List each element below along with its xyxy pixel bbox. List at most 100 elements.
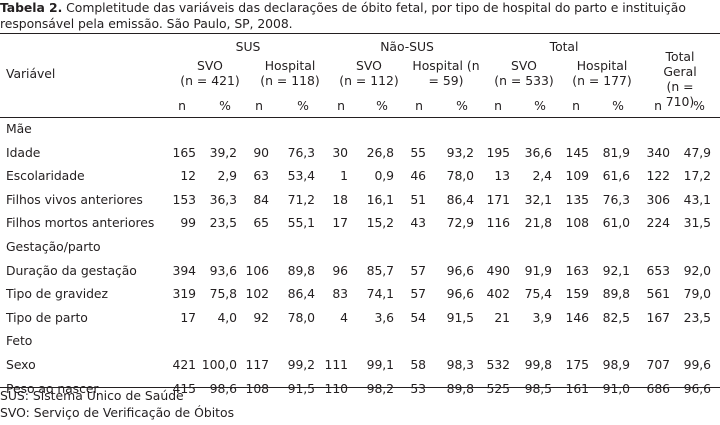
header-sub-total-hospital: Hospital (n = 177) (572, 58, 632, 88)
table-cell-n: 415 (172, 381, 197, 396)
table-caption-text: Completitude das variáveis das declaraçõ… (0, 0, 686, 31)
row-label: Tipo de parto (6, 310, 88, 325)
table-cell-pct: 79,0 (683, 286, 711, 301)
table-cell-n: 30 (332, 145, 348, 160)
header-n: n (178, 98, 186, 113)
table-cell-n: 65 (253, 215, 269, 230)
table-cell-n: 13 (494, 168, 510, 183)
header-sub-sus-svo: SVO (n = 421) (180, 58, 240, 88)
table-cell-pct: 3,6 (374, 310, 394, 325)
table-cell-pct: 92,1 (602, 263, 630, 278)
table-cell-n: 106 (245, 263, 270, 278)
header-pct: % (534, 98, 546, 113)
table-cell-n: 108 (565, 215, 590, 230)
table-cell-n: 153 (172, 192, 197, 207)
table-cell-pct: 53,4 (287, 168, 315, 183)
table-cell-pct: 16,1 (366, 192, 394, 207)
row-label: Filhos vivos anteriores (6, 192, 143, 207)
table-cell-pct: 21,8 (524, 215, 552, 230)
table-cell-n: 159 (565, 286, 590, 301)
table-cell-pct: 86,4 (287, 286, 315, 301)
table-cell-pct: 61,6 (602, 168, 630, 183)
table-cell-n: 102 (245, 286, 270, 301)
table-cell-n: 1 (340, 168, 348, 183)
table-cell-n: 12 (180, 168, 196, 183)
table-cell-pct: 92,0 (683, 263, 711, 278)
table-cell-pct: 75,4 (524, 286, 552, 301)
table-cell-n: 92 (253, 310, 269, 325)
table-cell-pct: 82,5 (602, 310, 630, 325)
table-cell-pct: 3,9 (532, 310, 552, 325)
table-cell-n: 58 (410, 357, 426, 372)
header-sub-naosus-svo: SVO (n = 112) (339, 58, 399, 88)
table-cell-pct: 23,5 (683, 310, 711, 325)
table-cell-pct: 23,5 (209, 215, 237, 230)
table-cell-pct: 91,0 (602, 381, 630, 396)
table-cell-n: 525 (486, 381, 511, 396)
table-cell-pct: 99,8 (524, 357, 552, 372)
header-rule (0, 117, 720, 118)
table-cell-n: 90 (253, 145, 269, 160)
table-cell-pct: 78,0 (287, 310, 315, 325)
table-cell-n: 57 (410, 286, 426, 301)
table-cell-pct: 99,2 (287, 357, 315, 372)
table-cell-pct: 85,7 (366, 263, 394, 278)
table-cell-n: 394 (172, 263, 197, 278)
table-cell-pct: 98,2 (366, 381, 394, 396)
table-cell-n: 46 (410, 168, 426, 183)
header-pct: % (612, 98, 624, 113)
table-cell-pct: 55,1 (287, 215, 315, 230)
table-cell-pct: 93,2 (446, 145, 474, 160)
table-cell-pct: 98,3 (446, 357, 474, 372)
table-cell-pct: 93,6 (209, 263, 237, 278)
table-cell-pct: 76,3 (602, 192, 630, 207)
table-cell-n: 122 (646, 168, 671, 183)
table-cell-pct: 86,4 (446, 192, 474, 207)
row-label: Tipo de gravidez (6, 286, 108, 301)
header-variable: Variável (6, 66, 56, 81)
section-label: Feto (6, 333, 33, 348)
table-cell-pct: 75,8 (209, 286, 237, 301)
table-cell-n: 116 (486, 215, 511, 230)
row-label: Filhos mortos anteriores (6, 215, 155, 230)
table-cell-n: 146 (565, 310, 590, 325)
table-cell-pct: 89,8 (446, 381, 474, 396)
bottom-rule (0, 387, 720, 388)
table-cell-pct: 26,8 (366, 145, 394, 160)
table-cell-n: 402 (486, 286, 511, 301)
table-cell-pct: 4,0 (217, 310, 237, 325)
table-cell-pct: 36,3 (209, 192, 237, 207)
table-cell-n: 4 (340, 310, 348, 325)
header-n: n (255, 98, 263, 113)
table-cell-n: 84 (253, 192, 269, 207)
table-cell-pct: 99,1 (366, 357, 394, 372)
header-n: n (572, 98, 580, 113)
table-cell-n: 108 (245, 381, 270, 396)
table-cell-pct: 43,1 (683, 192, 711, 207)
table-cell-n: 167 (646, 310, 671, 325)
header-pct: % (456, 98, 468, 113)
table-cell-n: 43 (410, 215, 426, 230)
table-cell-n: 135 (565, 192, 590, 207)
table-cell-pct: 2,4 (532, 168, 552, 183)
table-cell-n: 306 (646, 192, 671, 207)
table-cell-n: 57 (410, 263, 426, 278)
top-rule (0, 33, 720, 34)
table-cell-n: 707 (646, 357, 671, 372)
table-cell-n: 111 (324, 357, 349, 372)
header-group-total: Total (549, 39, 579, 54)
header-pct: % (376, 98, 388, 113)
table-cell-pct: 89,8 (602, 286, 630, 301)
header-n: n (337, 98, 345, 113)
table-cell-pct: 36,6 (524, 145, 552, 160)
footnote-svo: SVO: Serviço de Verificação de Óbitos (0, 405, 235, 420)
table-cell-pct: 99,6 (683, 357, 711, 372)
table-cell-n: 99 (180, 215, 196, 230)
header-group-sus: SUS (235, 39, 261, 54)
table-cell-pct: 76,3 (287, 145, 315, 160)
table-cell-n: 319 (172, 286, 197, 301)
table-cell-pct: 15,2 (366, 215, 394, 230)
table-cell-pct: 91,9 (524, 263, 552, 278)
row-label: Sexo (6, 357, 36, 372)
table-cell-n: 161 (565, 381, 590, 396)
